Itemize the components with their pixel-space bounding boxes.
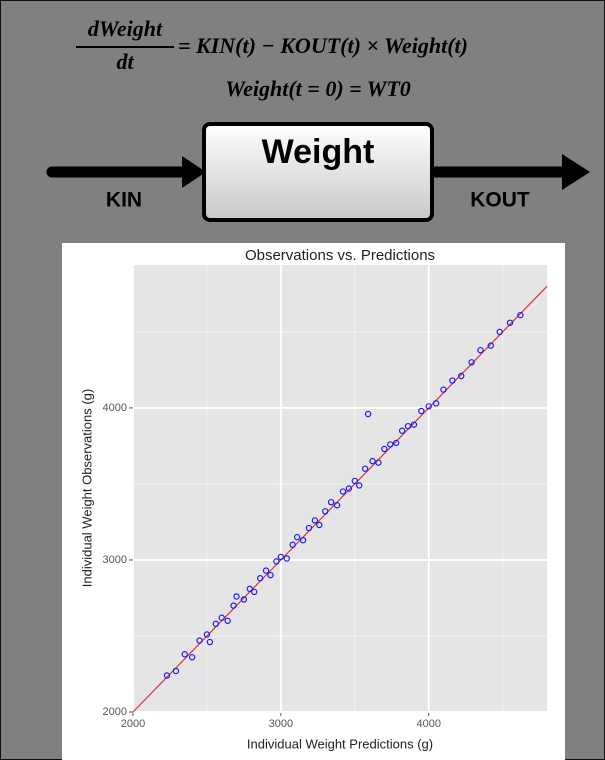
point xyxy=(387,441,394,448)
point xyxy=(449,377,456,384)
y-axis-label: Individual Weight Observations (g) xyxy=(79,389,94,587)
point xyxy=(224,617,231,624)
point xyxy=(356,482,363,489)
point xyxy=(361,465,369,472)
point xyxy=(418,407,425,415)
chart-title: Observations vs. Predictions xyxy=(245,247,435,264)
point xyxy=(316,521,323,529)
point xyxy=(172,667,180,675)
plot-area xyxy=(133,265,547,712)
input-arrowhead xyxy=(182,156,206,188)
point xyxy=(425,403,432,410)
point xyxy=(440,386,447,393)
point xyxy=(458,372,465,380)
eq-initial: Weight(t = 0) = WT0 xyxy=(225,76,411,101)
point xyxy=(289,541,296,548)
point xyxy=(196,637,203,644)
point xyxy=(392,439,400,447)
point xyxy=(283,555,290,562)
point xyxy=(381,445,388,453)
point xyxy=(203,631,211,638)
point xyxy=(163,672,171,679)
point xyxy=(487,342,495,349)
point xyxy=(327,498,335,506)
point xyxy=(230,602,237,609)
point xyxy=(496,328,503,336)
point xyxy=(240,596,248,603)
y-tick-label: 4000 xyxy=(103,402,127,414)
point xyxy=(468,359,475,366)
point xyxy=(369,457,376,465)
point xyxy=(375,459,382,466)
point xyxy=(267,571,274,579)
point xyxy=(345,485,353,492)
compartment-box xyxy=(202,122,434,222)
point xyxy=(256,575,264,582)
point xyxy=(262,567,270,574)
point xyxy=(517,311,524,319)
input-label: KIN xyxy=(106,189,142,212)
point xyxy=(322,508,329,515)
point xyxy=(233,593,240,600)
point xyxy=(293,533,301,541)
eq-right-side: = KIN(t) − KOUT(t) × Weight(t) xyxy=(178,33,468,58)
point xyxy=(277,553,285,561)
point xyxy=(188,654,196,661)
x-tick-label: 2000 xyxy=(121,718,145,730)
point xyxy=(432,400,440,407)
point xyxy=(273,558,280,565)
point xyxy=(246,585,254,593)
x-tick-label: 3000 xyxy=(269,718,293,730)
y-tick-label: 3000 xyxy=(103,554,127,566)
x-axis-label: Individual Weight Predictions (g) xyxy=(247,736,433,751)
point xyxy=(218,614,225,621)
eq-numerator: dWeight xyxy=(88,16,163,41)
y-tick-label: 2000 xyxy=(103,706,127,718)
output-arrowhead xyxy=(562,154,590,190)
point xyxy=(404,422,412,430)
point xyxy=(206,638,214,646)
point xyxy=(299,536,307,544)
point xyxy=(477,346,484,354)
point xyxy=(506,319,514,326)
x-tick-label: 4000 xyxy=(416,718,440,730)
compartment-label: Weight xyxy=(262,133,375,171)
point xyxy=(333,502,341,509)
point xyxy=(311,517,319,524)
point xyxy=(339,488,347,495)
point xyxy=(305,524,313,532)
output-label: KOUT xyxy=(470,189,530,212)
point xyxy=(181,651,188,658)
eq-denominator: dt xyxy=(116,49,134,74)
point xyxy=(410,421,418,428)
point xyxy=(364,410,372,418)
point xyxy=(398,427,406,434)
point xyxy=(251,588,258,596)
point xyxy=(351,477,358,485)
point xyxy=(212,620,219,628)
